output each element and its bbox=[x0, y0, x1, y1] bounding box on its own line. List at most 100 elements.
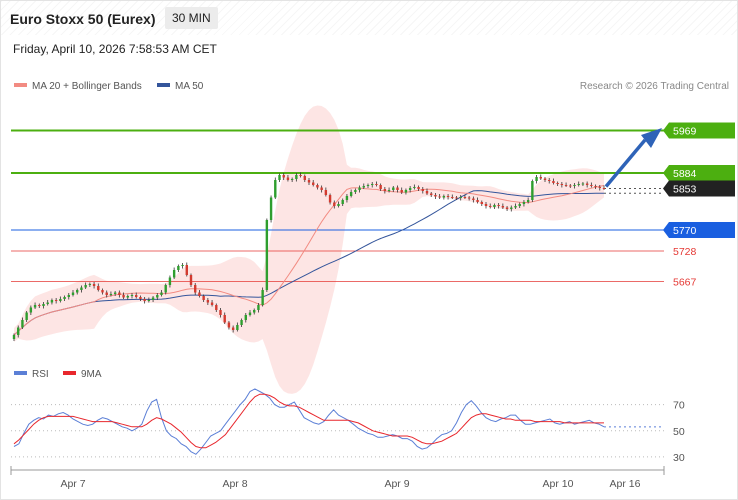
candle-body bbox=[320, 187, 323, 190]
candle-body bbox=[80, 287, 83, 290]
candle-body bbox=[206, 300, 210, 303]
header-bar bbox=[1, 1, 737, 35]
candle-body bbox=[84, 285, 87, 288]
level-label-5884: 5884 bbox=[673, 168, 697, 180]
candle-body bbox=[392, 187, 395, 190]
candle-body bbox=[185, 265, 188, 275]
candle-body bbox=[92, 284, 96, 286]
candle-body bbox=[421, 189, 424, 191]
level-labels: 5969 5884 5853 5770 5728 5667 bbox=[663, 122, 735, 289]
candle-body bbox=[383, 189, 387, 191]
instrument-title: Euro Stoxx 50 (Eurex) bbox=[10, 11, 156, 27]
candle-body bbox=[88, 284, 92, 285]
candle-body bbox=[531, 181, 534, 200]
candle-body bbox=[400, 190, 403, 193]
candle-body bbox=[33, 305, 37, 308]
candle-body bbox=[227, 322, 231, 328]
candle-body bbox=[316, 185, 319, 188]
candle-body bbox=[594, 186, 597, 187]
candle-body bbox=[147, 300, 151, 301]
candle-body bbox=[54, 300, 58, 301]
level-label-5853: 5853 bbox=[673, 184, 697, 196]
candle-body bbox=[97, 286, 100, 290]
time-axis: Apr 7 Apr 8 Apr 9 Apr 10 Apr 16 bbox=[10, 466, 665, 490]
ma20-swatch bbox=[14, 83, 27, 88]
candle-body bbox=[21, 320, 24, 328]
candle-body bbox=[71, 292, 75, 295]
ma9-label: 9MA bbox=[81, 369, 102, 380]
level-label-5667: 5667 bbox=[673, 277, 697, 289]
ma20-line bbox=[13, 185, 605, 336]
x-tick-label: Apr 10 bbox=[543, 478, 574, 490]
candle-body bbox=[472, 198, 475, 200]
level-label-5770: 5770 bbox=[673, 225, 697, 237]
forecast-arrow-shaft bbox=[604, 138, 647, 188]
candle-body bbox=[307, 180, 311, 183]
rsi-panel: 70 50 30 bbox=[11, 388, 685, 464]
candle-body bbox=[434, 195, 437, 197]
candle-body bbox=[535, 177, 538, 181]
candle-body bbox=[231, 327, 235, 330]
candle-body bbox=[430, 193, 433, 195]
candle-body bbox=[25, 312, 28, 320]
candle-body bbox=[556, 183, 559, 184]
candle-body bbox=[67, 295, 70, 297]
candle-body bbox=[50, 300, 54, 303]
rsi-tick-50: 50 bbox=[673, 426, 685, 438]
candle-body bbox=[42, 304, 45, 306]
candle-body bbox=[585, 183, 589, 185]
candle-body bbox=[489, 206, 492, 207]
candle-body bbox=[362, 186, 365, 188]
candle-body bbox=[602, 188, 606, 189]
candle-body bbox=[126, 296, 129, 298]
candle-body bbox=[17, 327, 20, 335]
candle-body bbox=[387, 190, 391, 191]
candle-body bbox=[303, 176, 306, 180]
candle-body bbox=[59, 299, 62, 301]
candle-body bbox=[396, 187, 399, 190]
candle-body bbox=[366, 185, 370, 186]
rsi-ma9-line bbox=[13, 393, 604, 449]
candle-body bbox=[139, 297, 142, 299]
candle-body bbox=[560, 184, 564, 185]
candle-body bbox=[38, 305, 41, 306]
forecast-arrow-head bbox=[641, 128, 662, 148]
candle-body bbox=[105, 292, 108, 295]
candle-body bbox=[333, 202, 336, 206]
candle-body bbox=[29, 307, 33, 313]
candle-body bbox=[518, 204, 521, 206]
candle-body bbox=[552, 181, 555, 183]
level-tag-5853 bbox=[663, 180, 735, 197]
candle-body bbox=[354, 190, 357, 192]
candle-body bbox=[219, 310, 222, 315]
candle-body bbox=[164, 285, 167, 293]
candle-body bbox=[539, 177, 542, 179]
x-tick-label: Apr 7 bbox=[60, 478, 85, 490]
candle-body bbox=[253, 310, 256, 313]
candle-body bbox=[151, 297, 155, 300]
candle-body bbox=[459, 197, 462, 198]
candle-body bbox=[341, 200, 344, 204]
x-tick-label: Apr 16 bbox=[610, 478, 641, 490]
candle-body bbox=[130, 295, 134, 296]
candle-body bbox=[375, 184, 378, 185]
moving-averages bbox=[13, 185, 605, 336]
candle-body bbox=[172, 270, 176, 278]
candle-body bbox=[63, 297, 66, 299]
legend-ma50: MA 50 bbox=[157, 81, 203, 92]
ma50-line bbox=[13, 190, 604, 336]
level-tag-5884 bbox=[663, 165, 735, 181]
candle-body bbox=[442, 196, 446, 198]
credit-text: Research © 2026 Trading Central bbox=[579, 81, 729, 92]
timeframe-button[interactable]: 30 MIN bbox=[165, 7, 218, 29]
candle-body bbox=[501, 206, 505, 208]
candle-body bbox=[497, 205, 500, 206]
candle-body bbox=[371, 184, 374, 185]
candle-body bbox=[156, 295, 159, 298]
ma50-label: MA 50 bbox=[175, 81, 204, 92]
level-tag-5770 bbox=[663, 222, 735, 238]
candle-body bbox=[526, 200, 530, 202]
candle-body bbox=[543, 178, 547, 180]
candle-body bbox=[522, 202, 526, 204]
candle-body bbox=[118, 292, 121, 295]
